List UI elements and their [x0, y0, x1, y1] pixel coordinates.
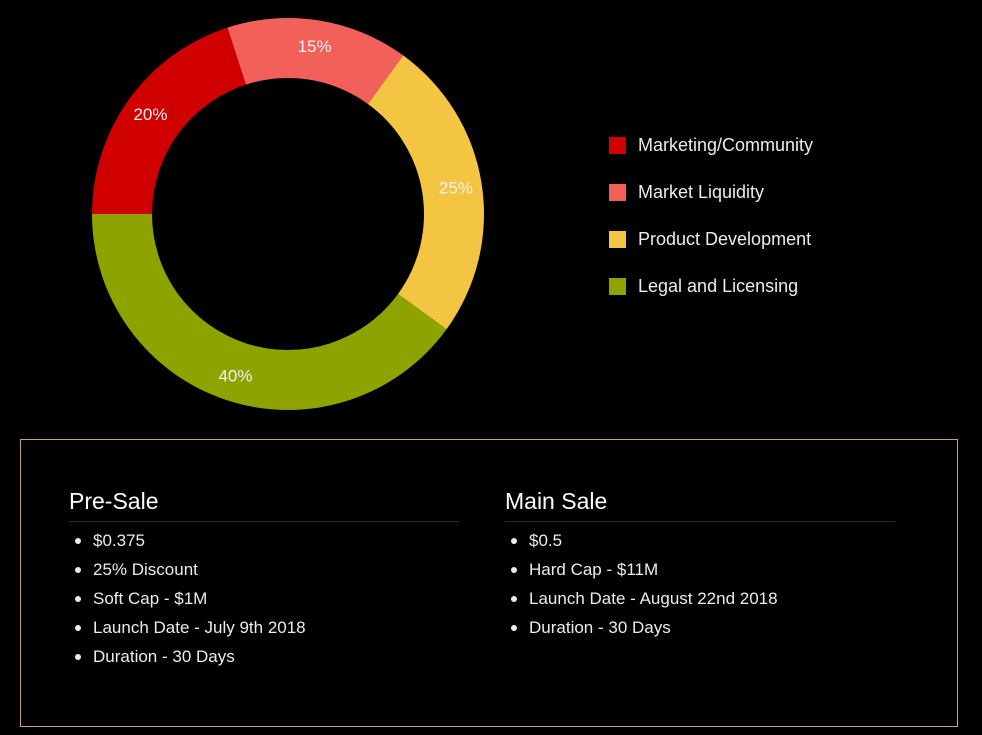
donut-slice-marketing-community[interactable] — [92, 27, 246, 214]
legend-swatch — [609, 230, 626, 248]
slice-data-label: 15% — [298, 37, 332, 56]
legend-label: Marketing/Community — [638, 134, 814, 155]
presale-title: Pre-Sale — [69, 488, 459, 522]
donut-slice-product-development[interactable] — [367, 55, 484, 330]
donut-slice-legal-and-licensing[interactable] — [92, 214, 447, 410]
mainsale-section: Main Sale $0.5 Hard Cap - $11M Launch Da… — [505, 488, 895, 642]
donut-slice-market-liquidity[interactable] — [227, 18, 404, 104]
legend-swatch — [609, 183, 626, 201]
mainsale-title: Main Sale — [505, 488, 895, 522]
sales-info-box: Pre-Sale $0.375 25% Discount Soft Cap - … — [20, 439, 958, 727]
slice-data-label: 40% — [218, 367, 252, 386]
list-item: Duration - 30 Days — [69, 642, 459, 671]
list-item: $0.5 — [505, 526, 895, 555]
chart-legend: Marketing/Community Market Liquidity Pro… — [609, 133, 813, 321]
legend-label: Legal and Licensing — [638, 275, 799, 296]
list-item: Duration - 30 Days — [505, 613, 895, 642]
list-item: 25% Discount — [69, 555, 459, 584]
presale-list: $0.375 25% Discount Soft Cap - $1M Launc… — [69, 526, 459, 671]
legend-item-marketing-community[interactable]: Marketing/Community — [609, 133, 813, 157]
legend-label: Product Development — [638, 228, 812, 249]
list-item: Launch Date - July 9th 2018 — [69, 613, 459, 642]
list-item: Launch Date - August 22nd 2018 — [505, 584, 895, 613]
donut-chart: 20% 15% 25% 40% — [92, 18, 484, 410]
legend-swatch — [609, 277, 626, 295]
legend-label: Market Liquidity — [638, 181, 765, 202]
legend-item-product-development[interactable]: Product Development — [609, 227, 813, 251]
legend-item-legal-licensing[interactable]: Legal and Licensing — [609, 274, 813, 298]
legend-item-market-liquidity[interactable]: Market Liquidity — [609, 180, 813, 204]
list-item: Soft Cap - $1M — [69, 584, 459, 613]
list-item: $0.375 — [69, 526, 459, 555]
mainsale-list: $0.5 Hard Cap - $11M Launch Date - Augus… — [505, 526, 895, 642]
slice-data-label: 20% — [133, 105, 167, 124]
legend-swatch — [609, 136, 626, 154]
slice-data-label: 25% — [439, 178, 473, 197]
list-item: Hard Cap - $11M — [505, 555, 895, 584]
presale-section: Pre-Sale $0.375 25% Discount Soft Cap - … — [69, 488, 459, 671]
